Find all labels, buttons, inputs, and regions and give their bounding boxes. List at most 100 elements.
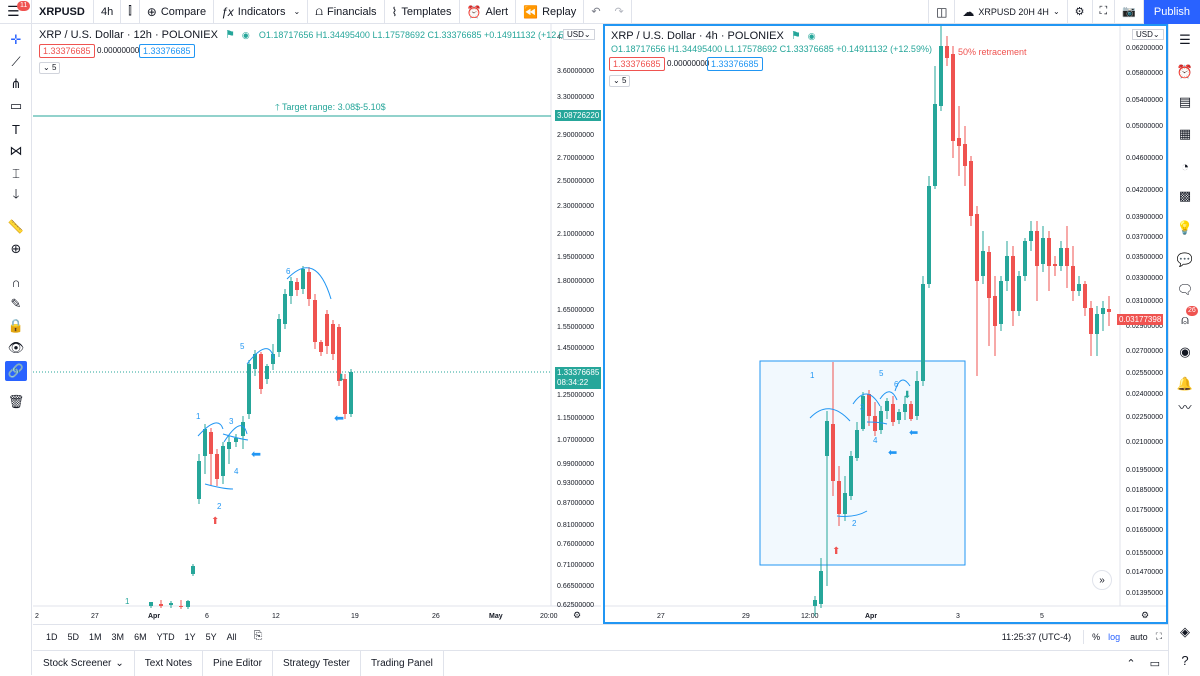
range-1y[interactable]: 1Y xyxy=(184,631,196,642)
chart-pane-right[interactable]: 0.06200000 0.05800000 0.05400000 0.05000000… xyxy=(603,24,1168,624)
zoom-in-icon[interactable]: ⊕ xyxy=(10,241,22,256)
chart-canvas-right[interactable]: 0.06200000 0.05800000 0.05400000 0.05000000… xyxy=(605,26,1166,622)
candle-body xyxy=(1065,248,1069,266)
redo-button[interactable]: ↷ xyxy=(608,0,632,24)
range-1m[interactable]: 1M xyxy=(89,631,102,642)
menu-button[interactable]: ☰ 11 xyxy=(0,0,32,24)
broadcast-icon[interactable]: ◉ xyxy=(1179,344,1191,359)
streams-icon[interactable]: ⍝ 26 xyxy=(1181,306,1198,327)
arrow-down-icon[interactable]: 🡓 xyxy=(12,186,20,201)
data-window-icon[interactable]: ▤ xyxy=(1178,94,1192,109)
indicators-toggle[interactable]: ⌄ 5 xyxy=(39,62,61,74)
clock-display[interactable]: 11:25:37 (UTC-4) xyxy=(1001,631,1072,642)
watchlist-icon[interactable]: ☰ xyxy=(1179,32,1191,47)
snapshot-button[interactable]: 📷 xyxy=(1115,0,1144,24)
lightbulb-icon[interactable]: 💡 xyxy=(1176,220,1194,235)
crosshair-icon[interactable]: ✛ xyxy=(10,32,22,47)
maximize-panel-icon[interactable]: ▭ xyxy=(1149,657,1160,670)
sell-price-box[interactable]: 1.33376685 xyxy=(609,57,665,71)
eye-icon[interactable]: 👁 xyxy=(7,340,25,355)
log-toggle[interactable]: log xyxy=(1108,631,1121,642)
tab-stock-screener[interactable]: Stock Screener ⌄ xyxy=(33,650,135,676)
timeframe-bar: 1D 5D 1M 3M 6M YTD 1Y 5Y All ⎘ 11:25:37 (UTC-4) … xyxy=(33,624,1168,648)
layout-select-button[interactable]: ◫ xyxy=(928,0,956,24)
range-all[interactable]: All xyxy=(226,631,237,642)
help-icon[interactable]: ? xyxy=(1181,652,1189,668)
chart-type-button[interactable]: ⫿ xyxy=(121,0,140,24)
pencil-lock-icon[interactable]: ✎ xyxy=(10,296,22,311)
lock-icon[interactable]: 🔒 xyxy=(7,318,25,333)
range-3m[interactable]: 3M xyxy=(111,631,125,642)
range-5d[interactable]: 5D xyxy=(67,631,80,642)
chevron-up-icon[interactable]: ⌃ xyxy=(1126,657,1136,670)
rectangle-icon[interactable]: ▭ xyxy=(9,98,23,113)
range-ytd[interactable]: YTD xyxy=(156,631,175,642)
clock-icon[interactable]: ◔ xyxy=(1181,158,1189,174)
ruler-icon[interactable]: 📏 xyxy=(7,219,25,234)
tab-trading-panel[interactable]: Trading Panel xyxy=(361,650,444,676)
pattern-icon[interactable]: ⋈ xyxy=(9,143,23,158)
trend-line-icon[interactable]: ⟋ xyxy=(11,54,21,69)
notifications-bell-icon[interactable]: 🔔 xyxy=(1176,376,1194,391)
pitchfork-icon[interactable]: ⋔ xyxy=(10,76,22,91)
price-tick-label: 0.02400000 xyxy=(1126,391,1163,398)
spread-value: 0.00000000 xyxy=(97,46,140,55)
buy-price-box[interactable]: 1.33376685 xyxy=(139,44,195,58)
settings-button[interactable]: ⚙ xyxy=(1068,0,1093,24)
sell-price-box[interactable]: 1.33376685 xyxy=(39,44,95,58)
interval-button[interactable]: 4h xyxy=(94,0,122,24)
magnet-icon[interactable]: ∩ xyxy=(11,274,21,290)
arrow-down-icon: ⬇ xyxy=(903,390,911,401)
financials-button[interactable]: ⩍ Financials xyxy=(308,0,385,24)
buy-price-box[interactable]: 1.33376685 xyxy=(707,57,763,71)
candle-body xyxy=(241,422,245,436)
range-1d[interactable]: 1D xyxy=(46,631,58,642)
wave-arc xyxy=(809,408,851,422)
messages-icon[interactable]: 🗨 xyxy=(1176,282,1194,297)
price-tick-label: 3.30000000 xyxy=(557,94,594,101)
layers-icon[interactable]: ◈ xyxy=(1180,624,1190,639)
date-range-icon[interactable]: ⎘ xyxy=(253,630,263,642)
tab-strategy-tester[interactable]: Strategy Tester xyxy=(273,650,362,676)
alerts-clock-icon[interactable]: ⏰ xyxy=(1176,64,1194,79)
replay-button[interactable]: ⏪ Replay xyxy=(516,0,585,24)
publish-button[interactable]: Publish xyxy=(1143,0,1200,24)
percent-toggle[interactable]: % xyxy=(1092,631,1101,642)
tab-pine-editor[interactable]: Pine Editor xyxy=(203,650,273,676)
currency-select[interactable]: USD⌄ xyxy=(563,29,595,40)
chart-pane-left[interactable]: 4. 3.60000000 3.30000000 2.90000000 2.700000… xyxy=(33,24,601,624)
text-icon[interactable]: T xyxy=(12,121,20,137)
range-5y[interactable]: 5Y xyxy=(205,631,217,642)
undo-button[interactable]: ↶ xyxy=(584,0,607,24)
trash-icon[interactable]: 🗑 xyxy=(7,394,25,409)
chart-line-icon[interactable]: 〰 xyxy=(1178,399,1192,415)
tab-text-notes[interactable]: Text Notes xyxy=(135,650,204,676)
chart-canvas-left[interactable]: 4. 3.60000000 3.30000000 2.90000000 2.700000… xyxy=(33,24,601,624)
gear-icon: ⚙ xyxy=(1074,6,1085,18)
range-6m[interactable]: 6M xyxy=(134,631,147,642)
dom-icon[interactable] xyxy=(1174,402,1196,422)
fullscreen-icon[interactable]: ⛶ xyxy=(1155,631,1162,641)
auto-toggle[interactable]: auto xyxy=(1130,631,1148,642)
alert-button[interactable]: ⏰ Alert xyxy=(460,0,517,24)
scroll-to-realtime-button[interactable]: » xyxy=(1092,570,1112,590)
link-icon[interactable]: 🔗 xyxy=(5,361,27,381)
indicators-button[interactable]: ƒx Indicators ⌄ xyxy=(214,0,309,24)
symbol-search-button[interactable]: XRPUSD xyxy=(32,0,94,24)
candle-body xyxy=(1017,276,1021,311)
fullscreen-button[interactable]: ⛶ xyxy=(1093,0,1116,24)
price-tick-label: 1.95000000 xyxy=(557,254,594,261)
compare-button[interactable]: ⊕ Compare xyxy=(140,0,215,24)
candle-body xyxy=(234,438,238,442)
currency-select[interactable]: USD⌄ xyxy=(1132,29,1164,40)
candle-body xyxy=(1071,266,1075,291)
templates-button[interactable]: ⌇ Templates xyxy=(385,0,460,24)
hotlist-icon[interactable]: ▦ xyxy=(1178,126,1192,141)
wave-label: 3 xyxy=(229,417,234,426)
saved-layout-button[interactable]: ☁ XRPUSD 20H 4H ⌄ xyxy=(955,0,1068,24)
calendar-icon[interactable]: ▩ xyxy=(1178,188,1192,203)
indicators-toggle[interactable]: ⌄ 5 xyxy=(609,75,631,87)
measure-icon[interactable]: ⌶ xyxy=(12,166,20,181)
chat-icon[interactable]: 💬 xyxy=(1176,252,1194,267)
price-tick-label: 0.01850000 xyxy=(1126,487,1163,494)
